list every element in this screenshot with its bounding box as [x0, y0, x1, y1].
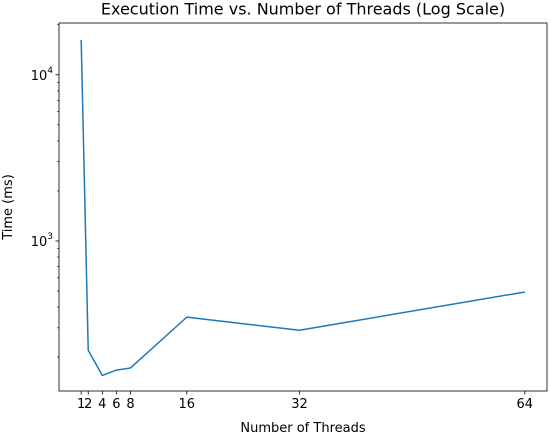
y-axis: 103 104: [31, 24, 59, 358]
x-axis-label: Number of Threads: [240, 421, 365, 435]
x-tick-label: 4: [98, 397, 106, 412]
series-line: [80, 39, 525, 377]
y-tick-label: 103: [31, 232, 53, 250]
x-tick-label: 64: [517, 397, 534, 412]
x-tick-label: 1: [77, 397, 85, 412]
x-tick-label: 16: [179, 397, 196, 412]
x-axis: 12 4 6 8 16 32 64: [77, 391, 533, 412]
y-tick-label: 104: [31, 66, 54, 84]
chart-title: Execution Time vs. Number of Threads (Lo…: [101, 0, 505, 19]
plot-frame: [58, 22, 548, 392]
x-tick-label: 6: [112, 397, 120, 412]
x-tick-label: 2: [84, 397, 92, 412]
series-points: [81, 39, 525, 376]
y-axis-label: Time (ms): [1, 174, 16, 241]
x-tick-label: 32: [291, 397, 308, 412]
x-tick-label: 8: [126, 397, 134, 412]
